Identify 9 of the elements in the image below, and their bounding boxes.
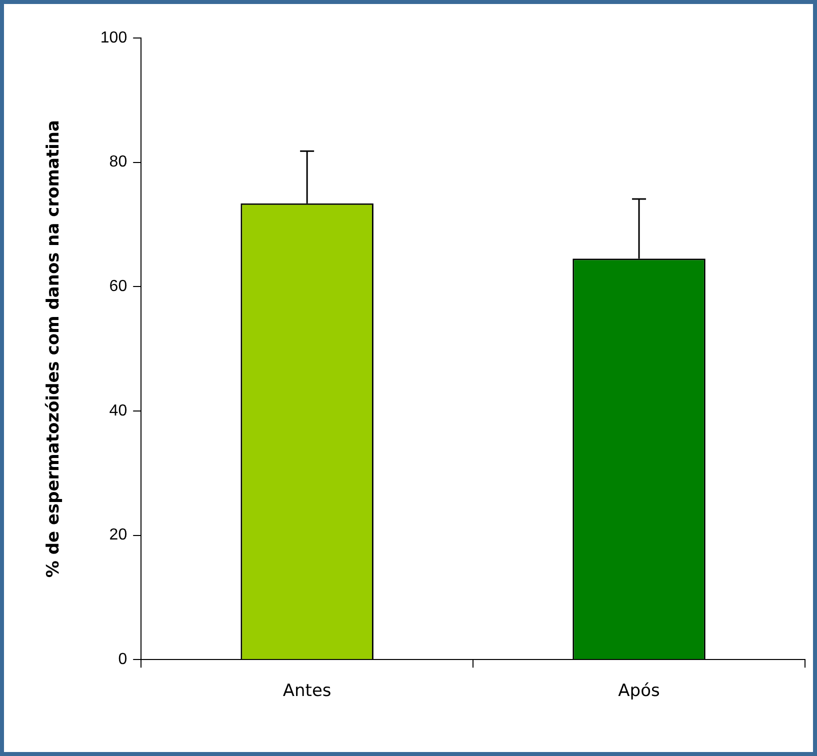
y-axis-title: % de espermatozóides com danos na cromatina bbox=[44, 120, 64, 578]
y-tick-label: 20 bbox=[109, 526, 128, 544]
x-tick-label: Antes bbox=[282, 681, 332, 702]
y-tick-label: 0 bbox=[118, 651, 128, 668]
y-tick-label: 60 bbox=[109, 278, 128, 296]
y-tick-label: 80 bbox=[109, 154, 128, 171]
x-tick-label: Após bbox=[618, 681, 660, 702]
y-tick-label: 40 bbox=[109, 402, 128, 420]
y-tick-label: 100 bbox=[100, 29, 128, 46]
